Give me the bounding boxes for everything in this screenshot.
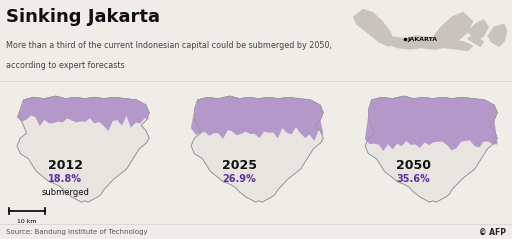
Text: 35.6%: 35.6% [397, 174, 431, 184]
Polygon shape [468, 20, 488, 46]
Text: More than a third of the current Indonesian capital could be submerged by 2050,: More than a third of the current Indones… [6, 41, 332, 50]
Text: JAKARTA: JAKARTA [408, 37, 438, 42]
Polygon shape [421, 13, 473, 49]
Text: Source: Bandung Institute of Technology: Source: Bandung Institute of Technology [6, 229, 148, 235]
Text: © AFP: © AFP [479, 228, 506, 236]
Text: 2012: 2012 [48, 159, 83, 172]
Text: 18.8%: 18.8% [48, 174, 82, 184]
Text: 2050: 2050 [396, 159, 431, 172]
Polygon shape [385, 36, 473, 50]
Text: 2025: 2025 [222, 159, 257, 172]
Polygon shape [191, 96, 324, 202]
Text: 26.9%: 26.9% [223, 174, 257, 184]
Polygon shape [17, 96, 150, 202]
Polygon shape [488, 24, 507, 46]
Polygon shape [354, 10, 394, 46]
Text: 10 km: 10 km [17, 218, 36, 223]
Text: submerged: submerged [41, 188, 89, 197]
Polygon shape [365, 96, 498, 151]
Polygon shape [17, 96, 150, 131]
Text: Sinking Jakarta: Sinking Jakarta [6, 9, 160, 27]
Polygon shape [365, 96, 498, 202]
Text: according to expert forecasts: according to expert forecasts [6, 61, 125, 70]
Polygon shape [191, 96, 324, 140]
